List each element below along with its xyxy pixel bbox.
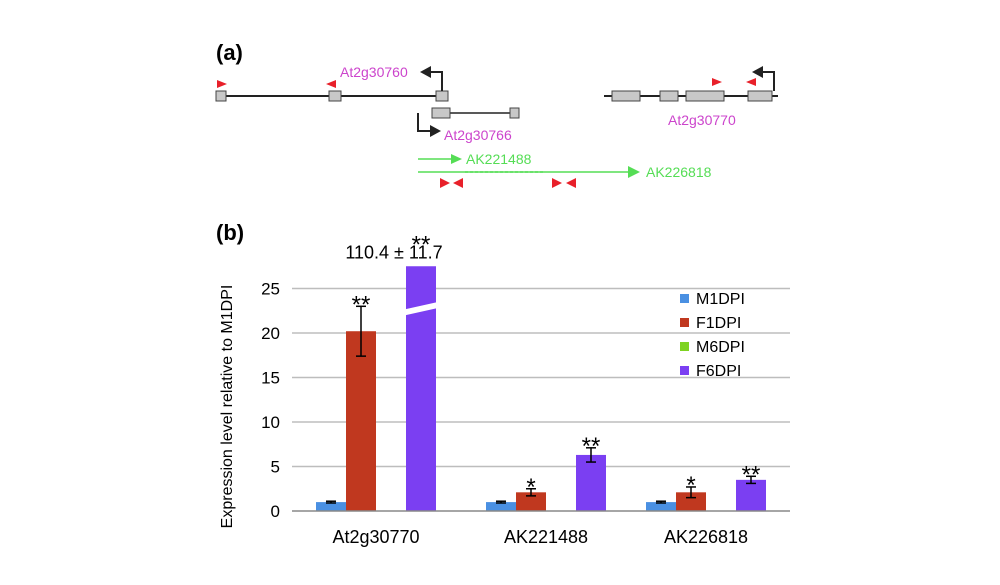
- y-axis-label: Expression level relative to M1DPI: [219, 285, 236, 529]
- primer-marker: [746, 78, 756, 86]
- legend-swatch-f1dpi: [680, 318, 689, 327]
- exon: [215, 90, 227, 102]
- y-tick-label: 15: [261, 369, 280, 388]
- bar-f1dpi-ak221488: [516, 492, 546, 511]
- y-tick-label: 5: [271, 458, 280, 477]
- tss-arrow-at2g30766: [417, 113, 430, 132]
- legend-label-f6dpi: F6DPI: [696, 363, 741, 380]
- legend: M1DPI F1DPI M6DPI F6DPI: [680, 291, 745, 380]
- tss-arrow-at2g30760: [430, 71, 443, 91]
- primer-marker: [440, 178, 450, 188]
- bar-m1dpi-ak226818: [646, 502, 676, 511]
- gene-label-at2g30760: At2g30760: [340, 64, 408, 80]
- transcript-arrowhead: [451, 154, 462, 164]
- tss-arrowhead: [420, 66, 431, 78]
- transcript-label-ak226818: AK226818: [646, 164, 712, 180]
- panel-b-label: (b): [216, 220, 244, 245]
- bars: [316, 266, 766, 511]
- x-category-label: At2g30770: [332, 527, 419, 547]
- panel-a-label: (a): [216, 40, 243, 65]
- primer-marker: [453, 178, 463, 188]
- transcript-arrowhead: [628, 166, 640, 178]
- exon: [328, 90, 342, 102]
- gene-label-at2g30766: At2g30766: [444, 127, 512, 143]
- exon: [685, 90, 725, 102]
- exon: [509, 107, 520, 119]
- x-axis-categories: At2g30770 AK221488 AK226818: [332, 527, 748, 547]
- exon: [611, 90, 641, 102]
- axis-break-mark: [403, 301, 439, 316]
- bar-m1dpi-at2g30770: [316, 502, 346, 511]
- y-tick-label: 10: [261, 413, 280, 432]
- y-tick-label: 25: [261, 280, 280, 299]
- x-category-label: AK221488: [504, 527, 588, 547]
- significance-mark: **: [582, 433, 601, 460]
- bar-f6dpi-at2g30770: [406, 266, 436, 511]
- exon: [435, 90, 449, 102]
- error-bars: [326, 305, 756, 504]
- significance-mark: **: [412, 231, 431, 258]
- legend-label-m6dpi: M6DPI: [696, 339, 745, 356]
- bar-f1dpi-ak226818: [676, 492, 706, 511]
- significance-marks: *** *******: [352, 231, 761, 501]
- bar-f6dpi-ak221488: [576, 454, 606, 511]
- legend-swatch-m6dpi: [680, 342, 689, 351]
- tss-arrow-at2g30770: [762, 71, 775, 91]
- legend-label-f1dpi: F1DPI: [696, 315, 741, 332]
- significance-mark: *: [526, 474, 535, 501]
- tss-arrowhead: [430, 125, 441, 137]
- bar-f1dpi-at2g30770: [346, 331, 376, 511]
- gene-label-at2g30770: At2g30770: [668, 112, 736, 128]
- primer-marker: [712, 78, 722, 86]
- primer-marker: [552, 178, 562, 188]
- legend-swatch-m1dpi: [680, 294, 689, 303]
- primer-marker: [217, 80, 227, 88]
- legend-swatch-f6dpi: [680, 366, 689, 375]
- exon: [747, 90, 773, 102]
- bar-m1dpi-ak221488: [486, 502, 516, 511]
- exon: [659, 90, 679, 102]
- exon: [431, 107, 451, 119]
- y-axis-ticks: 0 5 10 15 20 25: [261, 280, 280, 522]
- primer-marker: [326, 80, 336, 88]
- x-category-label: AK226818: [664, 527, 748, 547]
- legend-label-m1dpi: M1DPI: [696, 291, 745, 308]
- tss-arrowhead: [752, 66, 763, 78]
- y-tick-label: 20: [261, 324, 280, 343]
- transcript-label-ak221488: AK221488: [466, 151, 532, 167]
- broken-bar-value-label: 110.4 ± 11.7: [345, 242, 442, 262]
- primer-marker: [566, 178, 576, 188]
- gene-diagram: (a) At2g30760 At2g30766 At2g30770: [215, 40, 778, 188]
- significance-mark: **: [742, 461, 761, 488]
- y-tick-label: 0: [271, 502, 280, 521]
- significance-mark: **: [352, 291, 371, 318]
- significance-mark: *: [686, 472, 695, 499]
- bar-f6dpi-ak226818: [736, 479, 766, 511]
